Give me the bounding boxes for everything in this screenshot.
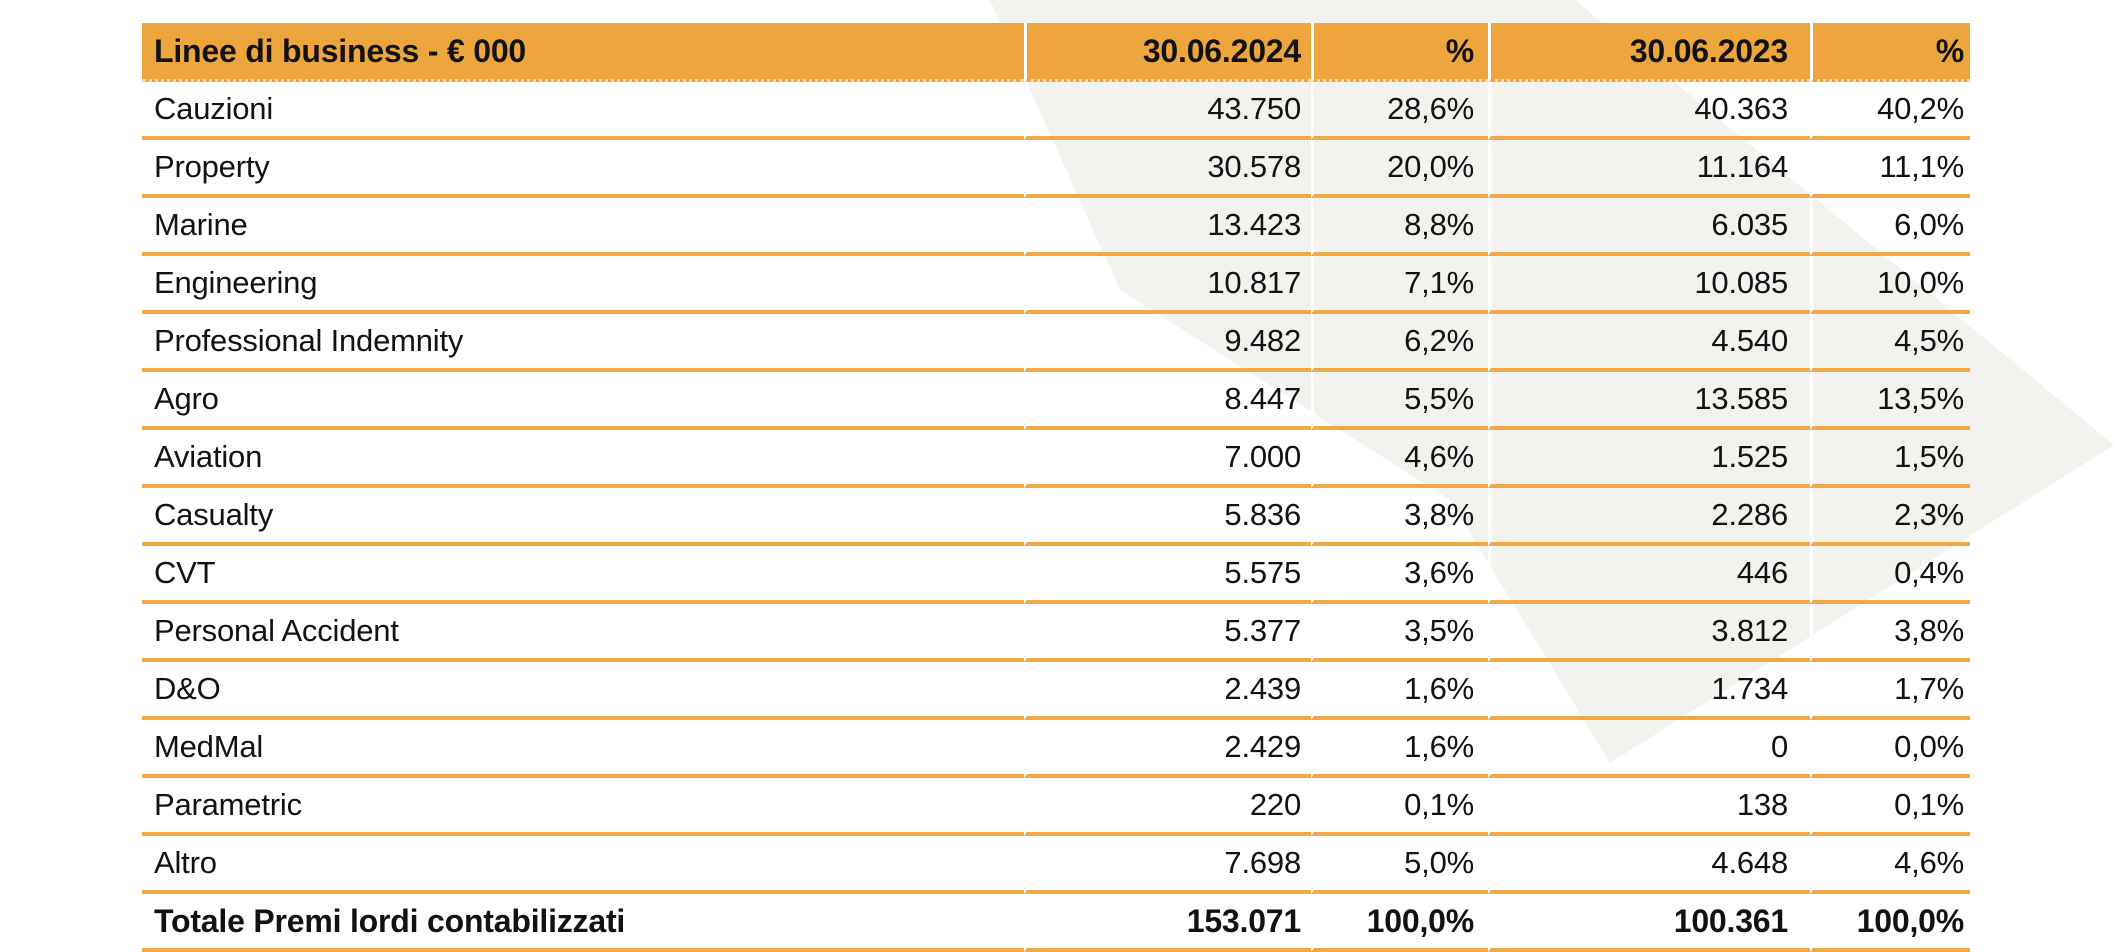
value-2024: 13.423 bbox=[1024, 198, 1311, 256]
row-label: Aviation bbox=[142, 430, 1024, 488]
pct-2023: 3,8% bbox=[1810, 604, 1970, 662]
pct-2024: 3,6% bbox=[1311, 546, 1488, 604]
row-label: Engineering bbox=[142, 256, 1024, 314]
value-2024: 2.429 bbox=[1024, 720, 1311, 778]
value-2024: 5.836 bbox=[1024, 488, 1311, 546]
total-value-2023: 100.361 bbox=[1488, 894, 1810, 952]
row-label: Marine bbox=[142, 198, 1024, 256]
total-label: Totale Premi lordi contabilizzati bbox=[142, 894, 1024, 952]
row-label: Cauzioni bbox=[142, 82, 1024, 140]
col-header-pct-2024: % bbox=[1311, 23, 1488, 82]
value-2023: 4.540 bbox=[1488, 314, 1810, 372]
pct-2023: 13,5% bbox=[1810, 372, 1970, 430]
col-header-pct-2023: % bbox=[1810, 23, 1970, 82]
row-label: Parametric bbox=[142, 778, 1024, 836]
value-2024: 30.578 bbox=[1024, 140, 1311, 198]
pct-2024: 0,1% bbox=[1311, 778, 1488, 836]
table-row: Professional Indemnity 9.482 6,2% 4.540 … bbox=[142, 314, 1970, 372]
pct-2024: 5,0% bbox=[1311, 836, 1488, 894]
total-pct-2023: 100,0% bbox=[1810, 894, 1970, 952]
row-label: Agro bbox=[142, 372, 1024, 430]
row-label: Altro bbox=[142, 836, 1024, 894]
value-2023: 1.525 bbox=[1488, 430, 1810, 488]
table-row: Aviation 7.000 4,6% 1.525 1,5% bbox=[142, 430, 1970, 488]
value-2024: 2.439 bbox=[1024, 662, 1311, 720]
pct-2023: 0,1% bbox=[1810, 778, 1970, 836]
pct-2024: 3,5% bbox=[1311, 604, 1488, 662]
pct-2023: 10,0% bbox=[1810, 256, 1970, 314]
pct-2024: 1,6% bbox=[1311, 662, 1488, 720]
table-row: D&O 2.439 1,6% 1.734 1,7% bbox=[142, 662, 1970, 720]
total-value-2024: 153.071 bbox=[1024, 894, 1311, 952]
value-2023: 10.085 bbox=[1488, 256, 1810, 314]
table-row: Casualty 5.836 3,8% 2.286 2,3% bbox=[142, 488, 1970, 546]
pct-2024: 4,6% bbox=[1311, 430, 1488, 488]
value-2024: 7.698 bbox=[1024, 836, 1311, 894]
value-2023: 13.585 bbox=[1488, 372, 1810, 430]
value-2023: 2.286 bbox=[1488, 488, 1810, 546]
total-row: Totale Premi lordi contabilizzati 153.07… bbox=[142, 894, 1970, 952]
col-header-period-2024: 30.06.2024 bbox=[1024, 23, 1311, 82]
value-2023: 446 bbox=[1488, 546, 1810, 604]
table-row: Personal Accident 5.377 3,5% 3.812 3,8% bbox=[142, 604, 1970, 662]
pct-2024: 20,0% bbox=[1311, 140, 1488, 198]
row-label: Professional Indemnity bbox=[142, 314, 1024, 372]
row-label: CVT bbox=[142, 546, 1024, 604]
pct-2023: 1,7% bbox=[1810, 662, 1970, 720]
value-2023: 4.648 bbox=[1488, 836, 1810, 894]
table-row: Agro 8.447 5,5% 13.585 13,5% bbox=[142, 372, 1970, 430]
pct-2024: 7,1% bbox=[1311, 256, 1488, 314]
value-2023: 138 bbox=[1488, 778, 1810, 836]
header-row: Linee di business - € 000 30.06.2024 % 3… bbox=[142, 23, 1970, 82]
row-label: D&O bbox=[142, 662, 1024, 720]
col-header-period-2023: 30.06.2023 bbox=[1488, 23, 1810, 82]
pct-2023: 6,0% bbox=[1810, 198, 1970, 256]
value-2023: 40.363 bbox=[1488, 82, 1810, 140]
pct-2023: 0,0% bbox=[1810, 720, 1970, 778]
value-2023: 1.734 bbox=[1488, 662, 1810, 720]
row-label: MedMal bbox=[142, 720, 1024, 778]
value-2024: 5.575 bbox=[1024, 546, 1311, 604]
table-row: Altro 7.698 5,0% 4.648 4,6% bbox=[142, 836, 1970, 894]
pct-2023: 1,5% bbox=[1810, 430, 1970, 488]
pct-2024: 28,6% bbox=[1311, 82, 1488, 140]
value-2023: 3.812 bbox=[1488, 604, 1810, 662]
table-row: Marine 13.423 8,8% 6.035 6,0% bbox=[142, 198, 1970, 256]
business-lines-table: Linee di business - € 000 30.06.2024 % 3… bbox=[142, 23, 1970, 952]
value-2024: 220 bbox=[1024, 778, 1311, 836]
value-2024: 7.000 bbox=[1024, 430, 1311, 488]
value-2023: 0 bbox=[1488, 720, 1810, 778]
pct-2024: 1,6% bbox=[1311, 720, 1488, 778]
value-2024: 5.377 bbox=[1024, 604, 1311, 662]
pct-2024: 3,8% bbox=[1311, 488, 1488, 546]
pct-2023: 11,1% bbox=[1810, 140, 1970, 198]
table-row: Property 30.578 20,0% 11.164 11,1% bbox=[142, 140, 1970, 198]
pct-2023: 40,2% bbox=[1810, 82, 1970, 140]
row-label: Casualty bbox=[142, 488, 1024, 546]
pct-2023: 4,6% bbox=[1810, 836, 1970, 894]
table-row: Parametric 220 0,1% 138 0,1% bbox=[142, 778, 1970, 836]
row-label: Property bbox=[142, 140, 1024, 198]
table-row: Cauzioni 43.750 28,6% 40.363 40,2% bbox=[142, 82, 1970, 140]
table-row: MedMal 2.429 1,6% 0 0,0% bbox=[142, 720, 1970, 778]
total-pct-2024: 100,0% bbox=[1311, 894, 1488, 952]
value-2024: 8.447 bbox=[1024, 372, 1311, 430]
pct-2023: 2,3% bbox=[1810, 488, 1970, 546]
value-2023: 6.035 bbox=[1488, 198, 1810, 256]
pct-2023: 0,4% bbox=[1810, 546, 1970, 604]
pct-2024: 6,2% bbox=[1311, 314, 1488, 372]
col-header-lines-of-business: Linee di business - € 000 bbox=[142, 23, 1024, 82]
value-2023: 11.164 bbox=[1488, 140, 1810, 198]
pct-2024: 5,5% bbox=[1311, 372, 1488, 430]
value-2024: 10.817 bbox=[1024, 256, 1311, 314]
pct-2024: 8,8% bbox=[1311, 198, 1488, 256]
row-label: Personal Accident bbox=[142, 604, 1024, 662]
table-row: CVT 5.575 3,6% 446 0,4% bbox=[142, 546, 1970, 604]
value-2024: 43.750 bbox=[1024, 82, 1311, 140]
pct-2023: 4,5% bbox=[1810, 314, 1970, 372]
value-2024: 9.482 bbox=[1024, 314, 1311, 372]
table-row: Engineering 10.817 7,1% 10.085 10,0% bbox=[142, 256, 1970, 314]
